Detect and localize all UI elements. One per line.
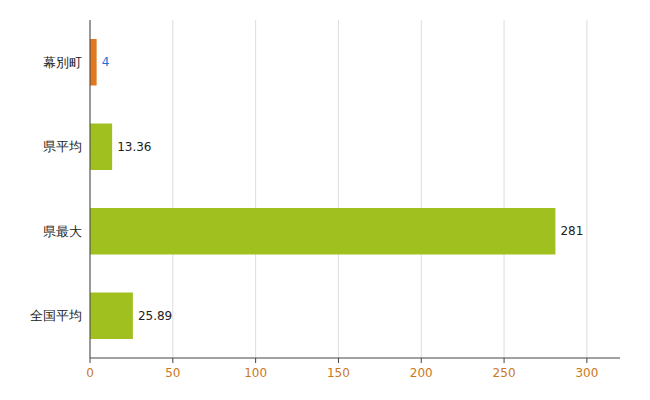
tick-mark <box>255 358 256 363</box>
category-label: 県最大 <box>43 224 82 239</box>
bar <box>90 208 555 254</box>
page: {"chart_data": {"type": "bar", "orientat… <box>0 0 650 400</box>
tick-mark <box>421 358 422 363</box>
tick-label: 300 <box>575 366 598 380</box>
bar <box>90 293 133 339</box>
tick-label: 100 <box>244 366 267 380</box>
y-axis-labels: 幕別町県平均県最大全国平均 <box>30 55 82 324</box>
x-axis-ticks: 0 50 100 150 200 250 300 <box>86 358 598 380</box>
data-label: 281 <box>560 224 583 238</box>
tick-label: 250 <box>493 366 516 380</box>
x-axis-line <box>90 358 620 359</box>
grid-line <box>586 20 587 358</box>
data-label: 25.89 <box>138 309 172 323</box>
tick-mark <box>172 358 173 363</box>
grid-line <box>172 20 173 358</box>
axes <box>90 20 620 358</box>
tick-mark <box>586 358 587 363</box>
tick-label: 200 <box>410 366 433 380</box>
grid <box>90 20 587 358</box>
grid-line <box>90 20 91 358</box>
tick-label: 50 <box>165 366 180 380</box>
grid-line <box>421 20 422 358</box>
data-label: 13.36 <box>117 140 151 154</box>
grid-line <box>255 20 256 358</box>
tick-mark <box>338 358 339 363</box>
category-label: 全国平均 <box>30 308 82 323</box>
chart: 4 13.36 281 25.89 幕別町県平均県最大全国平均 0 50 100 150 200 2… <box>0 0 650 400</box>
data-labels: 4 13.36 281 25.89 <box>102 55 584 323</box>
y-axis-line <box>90 20 91 358</box>
bars <box>90 39 555 339</box>
tick-label: 150 <box>327 366 350 380</box>
grid-line <box>504 20 505 358</box>
tick-mark <box>504 358 505 363</box>
bar <box>90 39 97 85</box>
bar <box>90 124 112 170</box>
category-label: 幕別町 <box>43 55 82 70</box>
grid-line <box>338 20 339 358</box>
data-label: 4 <box>102 55 110 69</box>
tick-mark <box>90 358 91 363</box>
tick-label: 0 <box>86 366 94 380</box>
category-label: 県平均 <box>43 139 82 154</box>
